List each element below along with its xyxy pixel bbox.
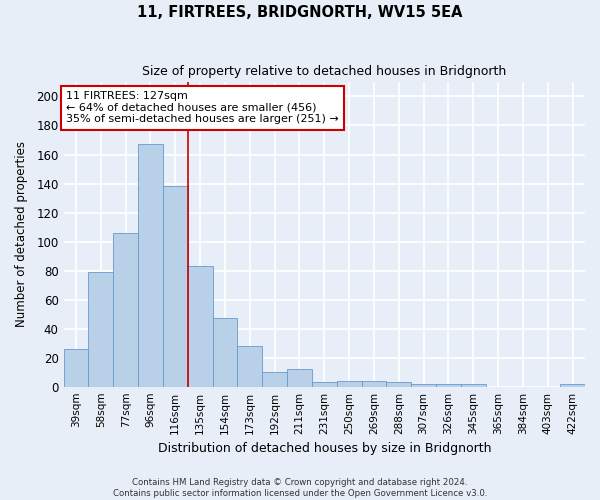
Bar <box>64 349 88 387</box>
Bar <box>138 144 163 386</box>
Title: Size of property relative to detached houses in Bridgnorth: Size of property relative to detached ho… <box>142 65 506 78</box>
Bar <box>560 384 585 386</box>
Bar <box>436 384 461 386</box>
Bar <box>188 266 212 386</box>
Bar <box>163 186 188 386</box>
Bar <box>337 381 362 386</box>
Bar <box>88 272 113 386</box>
Text: Contains HM Land Registry data © Crown copyright and database right 2024.
Contai: Contains HM Land Registry data © Crown c… <box>113 478 487 498</box>
Text: 11 FIRTREES: 127sqm
← 64% of detached houses are smaller (456)
35% of semi-detac: 11 FIRTREES: 127sqm ← 64% of detached ho… <box>66 91 339 124</box>
Bar <box>287 370 312 386</box>
Bar <box>362 381 386 386</box>
Text: 11, FIRTREES, BRIDGNORTH, WV15 5EA: 11, FIRTREES, BRIDGNORTH, WV15 5EA <box>137 5 463 20</box>
Bar <box>411 384 436 386</box>
Bar <box>212 318 238 386</box>
Bar <box>113 233 138 386</box>
Bar <box>312 382 337 386</box>
Y-axis label: Number of detached properties: Number of detached properties <box>15 142 28 328</box>
X-axis label: Distribution of detached houses by size in Bridgnorth: Distribution of detached houses by size … <box>158 442 491 455</box>
Bar <box>262 372 287 386</box>
Bar <box>386 382 411 386</box>
Bar <box>461 384 485 386</box>
Bar <box>238 346 262 387</box>
